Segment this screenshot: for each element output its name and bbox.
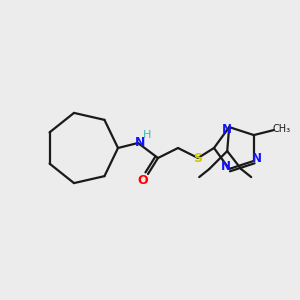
Text: CH₃: CH₃ xyxy=(273,124,291,134)
Text: N: N xyxy=(221,160,231,173)
Text: S: S xyxy=(194,152,202,166)
Text: N: N xyxy=(252,152,262,165)
Text: N: N xyxy=(222,123,232,136)
Text: H: H xyxy=(143,130,151,140)
Text: N: N xyxy=(135,136,145,149)
Text: O: O xyxy=(138,175,148,188)
